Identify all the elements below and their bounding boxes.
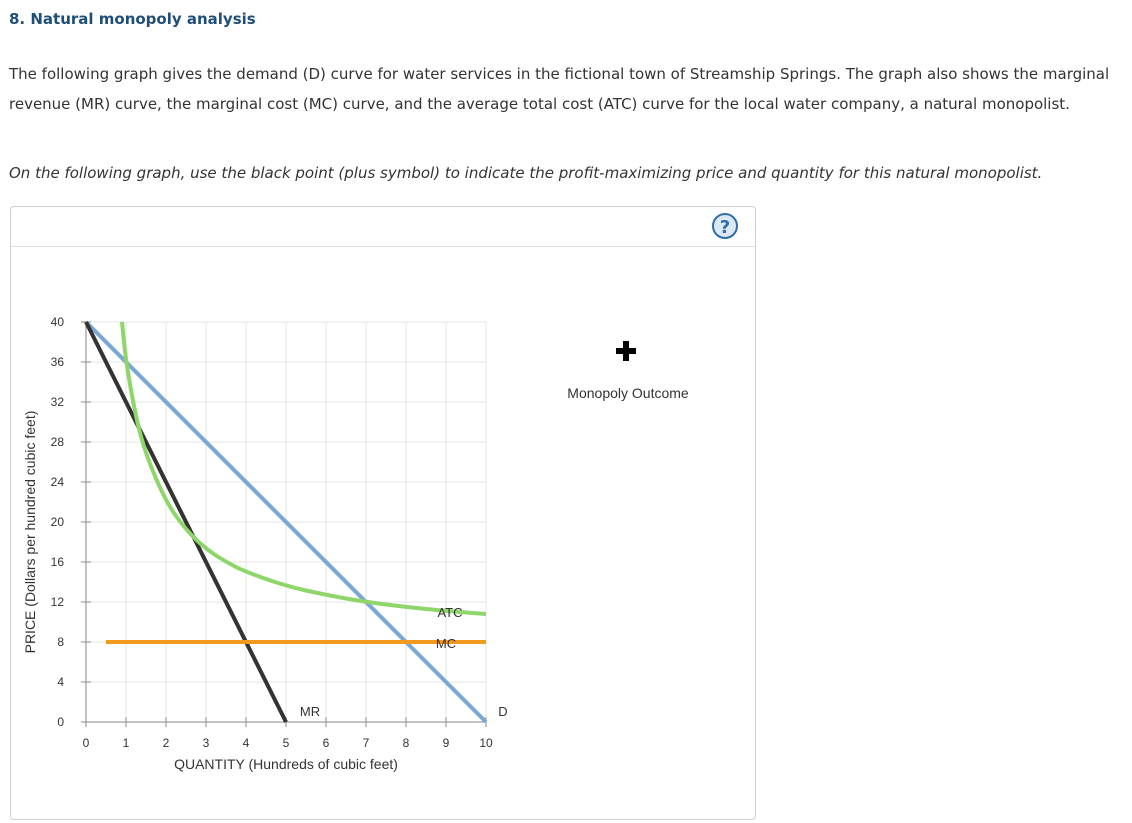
question-paragraph: The following graph gives the demand (D)… [9, 65, 1110, 113]
atc-label: ATC [437, 605, 462, 620]
atc-curve [120, 321, 487, 616]
x-tick-label: 8 [403, 736, 410, 750]
y-tick-label: 24 [51, 475, 65, 489]
d-curve [84, 320, 488, 724]
mr-curve [84, 321, 288, 723]
x-tick-label: 2 [163, 736, 170, 750]
x-tick-label: 3 [203, 736, 210, 750]
question-instruction: On the following graph, use the black po… [9, 164, 1043, 182]
mc-label: MC [436, 636, 456, 651]
x-tick-label: 4 [243, 736, 250, 750]
legend-label-monopoly-outcome: Monopoly Outcome [567, 385, 689, 401]
y-tick-label: 36 [51, 355, 65, 369]
x-tick-label: 6 [323, 736, 330, 750]
y-tick-label: 20 [51, 515, 65, 529]
x-tick-label: 5 [283, 736, 290, 750]
mr-label: MR [300, 704, 320, 719]
y-tick-label: 0 [57, 715, 64, 729]
y-tick-label: 4 [57, 675, 64, 689]
x-tick-label: 1 [123, 736, 130, 750]
y-tick-label: 32 [51, 395, 65, 409]
plus-icon[interactable] [616, 341, 636, 361]
x-axis-title: QUANTITY (Hundreds of cubic feet) [174, 756, 398, 772]
d-label: D [498, 704, 507, 719]
x-tick-label: 7 [363, 736, 370, 750]
help-button[interactable]: ? [712, 213, 738, 239]
y-tick-label: 8 [57, 635, 64, 649]
y-tick-label: 40 [51, 315, 65, 329]
y-tick-label: 12 [51, 595, 65, 609]
y-tick-label: 16 [51, 555, 65, 569]
x-tick-label: 10 [479, 736, 493, 750]
panel-divider [11, 246, 755, 247]
y-tick-label: 28 [51, 435, 65, 449]
x-tick-label: 0 [83, 736, 90, 750]
y-axis-title: PRICE (Dollars per hundred cubic feet) [22, 411, 38, 654]
plus-icon-horizontal-bar [616, 348, 636, 354]
x-tick-label: 9 [443, 736, 450, 750]
question-title: 8. Natural monopoly analysis [9, 10, 256, 28]
graph-panel: ? [10, 206, 756, 820]
